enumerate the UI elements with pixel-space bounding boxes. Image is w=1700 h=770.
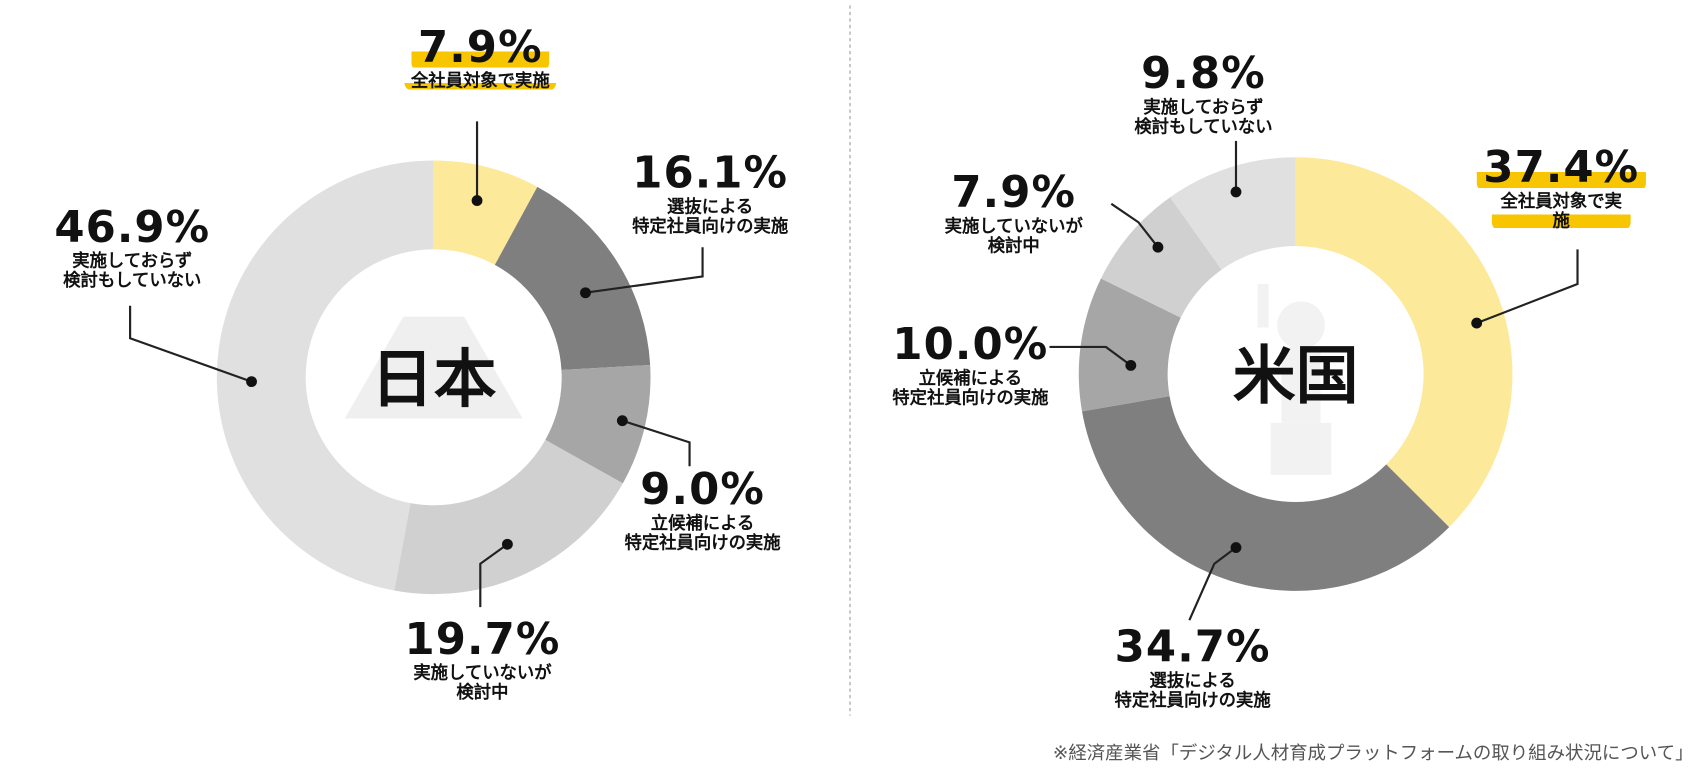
value-label: 9.0% bbox=[640, 465, 765, 515]
leader-dot bbox=[501, 538, 513, 550]
donut-segment bbox=[494, 186, 651, 371]
value-label: 16.1% bbox=[632, 148, 789, 199]
leader-dot bbox=[580, 287, 591, 299]
leader-dot bbox=[1230, 186, 1242, 198]
value-label: 7.9% bbox=[951, 168, 1077, 218]
donut-segment bbox=[1100, 197, 1222, 318]
donut-segment bbox=[1170, 157, 1296, 270]
donut-hole bbox=[1167, 246, 1424, 502]
value-label: 10.0% bbox=[892, 319, 1049, 370]
leader-dot bbox=[1230, 542, 1242, 553]
leader-line bbox=[621, 419, 691, 467]
value-label: 37.4% bbox=[1476, 144, 1646, 192]
leader-line bbox=[1049, 345, 1132, 367]
value-label: 7.9% bbox=[411, 23, 550, 72]
donut-segment bbox=[545, 364, 651, 484]
leader-dot bbox=[1125, 359, 1137, 371]
leader-dot bbox=[1152, 241, 1164, 253]
value-label: 19.7% bbox=[404, 614, 561, 665]
donut-segment bbox=[216, 160, 434, 591]
donut-segment bbox=[433, 160, 538, 265]
value-label: 46.9% bbox=[54, 202, 211, 253]
leader-line bbox=[585, 247, 704, 294]
leader-dot bbox=[1471, 317, 1483, 329]
category-label: 選抜による 特定社員向けの実施 bbox=[1114, 670, 1271, 711]
donut-segment bbox=[394, 439, 623, 595]
donut-hole bbox=[305, 249, 562, 506]
category-label: 立候補による 特定社員向けの実施 bbox=[624, 512, 781, 553]
footnote: ※経済産業省「デジタル人材育成プラットフォームの取り組み状況について」 bbox=[1052, 742, 1694, 765]
category-label: 実施しておらず 検討もしていない bbox=[63, 250, 202, 291]
leader-dot bbox=[246, 376, 257, 388]
donut-segment bbox=[1078, 278, 1181, 412]
leader-line bbox=[479, 543, 509, 608]
leader-line bbox=[1476, 249, 1579, 325]
donut-segment bbox=[1295, 157, 1513, 528]
leader-line bbox=[1188, 546, 1237, 621]
leader-dot bbox=[471, 195, 483, 206]
donut-segment bbox=[1082, 396, 1450, 591]
category-label: 選抜による 特定社員向けの実施 bbox=[632, 196, 789, 237]
center-label: 日本 bbox=[371, 343, 497, 416]
category-label: 実施していないが 検討中 bbox=[413, 662, 552, 703]
category-label: 全社員対象で実施 bbox=[404, 71, 557, 92]
value-label: 9.8% bbox=[1141, 48, 1266, 99]
category-label: 実施していないが 検討中 bbox=[944, 215, 1083, 256]
center-label: 米国 bbox=[1233, 340, 1359, 413]
category-label: 実施しておらず 検討もしていない bbox=[1134, 96, 1273, 137]
category-label: 全社員対象で実施 bbox=[1491, 191, 1631, 231]
category-label: 立候補による 特定社員向けの実施 bbox=[892, 367, 1049, 408]
leader-line bbox=[129, 305, 252, 383]
leader-dot bbox=[616, 415, 628, 427]
leader-line bbox=[1110, 202, 1159, 248]
value-label: 34.7% bbox=[1114, 622, 1271, 673]
